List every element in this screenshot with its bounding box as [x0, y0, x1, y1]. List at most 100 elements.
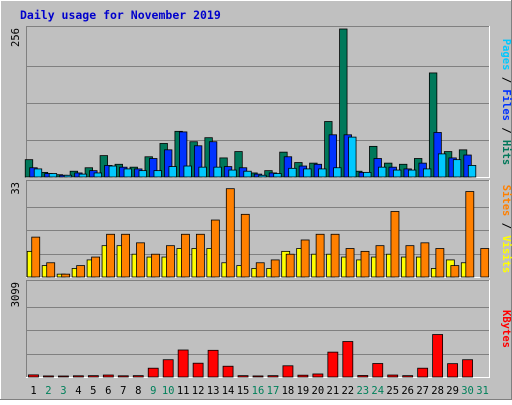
- bar-hits-day-28: [428, 72, 438, 178]
- bar-kbytes-day-3: [58, 375, 69, 378]
- bar-pages-day-3: [63, 174, 73, 178]
- bar-kbytes-day-16: [252, 375, 264, 378]
- bar-pages-day-30: [467, 165, 477, 178]
- bar-pages-day-13: [213, 166, 222, 178]
- bar-sites-day-10: [166, 245, 175, 278]
- x-tick-label: 12: [192, 385, 205, 397]
- bar-pages-day-15: [243, 170, 252, 178]
- bar-pages-day-21: [333, 167, 342, 178]
- panel-kbytes-background: [26, 280, 490, 378]
- x-tick-label: 1: [30, 385, 36, 397]
- x-tick-label: 4: [75, 385, 81, 397]
- bar-pages-day-11: [183, 165, 192, 178]
- bar-sites-day-21: [330, 233, 340, 278]
- bar-pages-day-8: [138, 170, 147, 178]
- bar-kbytes-day-5: [87, 375, 99, 378]
- bar-sites-day-7: [121, 233, 130, 278]
- panel-hits-background: [26, 26, 490, 178]
- x-tick-label: 2: [45, 385, 51, 397]
- panel-kbytes-legend: KBytes: [500, 310, 512, 348]
- bar-sites-day-3: [61, 273, 71, 278]
- bar-sites-day-15: [240, 213, 250, 278]
- bar-kbytes-day-8: [132, 375, 144, 378]
- chart-title: Daily usage for November 2019: [20, 8, 221, 22]
- bar-sites-day-9: [151, 253, 160, 278]
- bar-files-day-18: [283, 156, 293, 178]
- bar-sites-day-1: [31, 236, 41, 278]
- bar-pages-day-18: [288, 167, 297, 178]
- bar-pages-day-19: [303, 168, 312, 178]
- bar-kbytes-day-7: [117, 375, 129, 378]
- legend-entry: Pages: [500, 39, 512, 71]
- bar-sites-day-23: [360, 250, 370, 278]
- bar-kbytes-day-28: [432, 334, 444, 378]
- x-tick-label: 11: [177, 385, 190, 397]
- x-tick-label: 14: [222, 385, 235, 397]
- bar-sites-day-20: [315, 233, 325, 278]
- bar-sites-day-28: [435, 248, 445, 278]
- bar-pages-day-27: [422, 168, 432, 178]
- legend-entry: Visits: [500, 235, 512, 273]
- bar-kbytes-day-2: [43, 375, 54, 378]
- legend-entry: /: [500, 70, 512, 89]
- bar-sites-day-8: [136, 242, 145, 278]
- bar-sites-day-16: [255, 262, 265, 278]
- bar-sites-day-27: [420, 242, 430, 278]
- bar-kbytes-day-1: [28, 374, 39, 378]
- bar-pages-day-23: [363, 171, 372, 178]
- x-tick-label: 29: [446, 385, 459, 397]
- bar-pages-day-10: [168, 166, 177, 178]
- x-tick-label: 27: [416, 385, 429, 397]
- x-tick-label: 16: [252, 385, 265, 397]
- bar-pages-day-16: [258, 174, 267, 178]
- bar-pages-day-6: [108, 165, 117, 178]
- bar-pages-day-2: [48, 173, 58, 178]
- bar-pages-day-5: [93, 172, 102, 178]
- bar-kbytes-day-17: [267, 375, 279, 378]
- bar-pages-day-4: [78, 173, 88, 178]
- bar-sites-day-17: [270, 259, 280, 278]
- bar-pages-day-25: [393, 169, 402, 178]
- bar-kbytes-day-25: [387, 374, 399, 378]
- bar-kbytes-day-29: [447, 363, 458, 378]
- x-tick-label: 31: [476, 385, 489, 397]
- bar-pages-day-26: [408, 169, 417, 178]
- bar-kbytes-day-11: [177, 349, 189, 378]
- x-tick-label: 3: [60, 385, 66, 397]
- legend-entry: Files: [500, 89, 512, 121]
- bar-kbytes-day-10: [162, 359, 174, 378]
- bar-sites-day-19: [300, 239, 310, 278]
- bar-files-day-13: [208, 141, 218, 178]
- bar-sites-day-24: [375, 245, 385, 278]
- bar-sites-day-4: [76, 265, 86, 278]
- bar-pages-day-9: [153, 170, 162, 178]
- x-tick-label: 10: [162, 385, 175, 397]
- bar-kbytes-day-18: [282, 365, 294, 378]
- x-tick-label: 19: [297, 385, 310, 397]
- bar-pages-day-12: [198, 166, 207, 178]
- x-tick-label: 26: [401, 385, 414, 397]
- bar-files-day-12: [193, 145, 203, 178]
- panel-kbytes-ymax-label: 3099: [10, 282, 22, 307]
- bar-files-day-9: [149, 158, 158, 178]
- bar-sites-day-12: [195, 233, 205, 278]
- bar-kbytes-day-21: [327, 351, 339, 378]
- legend-entry: /: [500, 121, 512, 140]
- bar-kbytes-day-23: [357, 375, 369, 378]
- bar-kbytes-day-12: [192, 362, 204, 378]
- panel-visits-ymax-label: 33: [10, 182, 22, 195]
- x-tick-label: 17: [267, 385, 280, 397]
- bar-sites-day-13: [210, 219, 220, 278]
- x-tick-label: 20: [312, 385, 325, 397]
- bar-kbytes-day-24: [372, 363, 384, 378]
- bar-files-day-21: [328, 134, 337, 178]
- x-tick-label: 5: [90, 385, 96, 397]
- bar-kbytes-day-14: [222, 365, 234, 378]
- bar-pages-day-24: [378, 166, 387, 178]
- x-tick-label: 8: [135, 385, 141, 397]
- bar-kbytes-day-26: [402, 375, 414, 378]
- bar-sites-day-25: [390, 211, 400, 278]
- bar-sites-day-29: [450, 265, 460, 278]
